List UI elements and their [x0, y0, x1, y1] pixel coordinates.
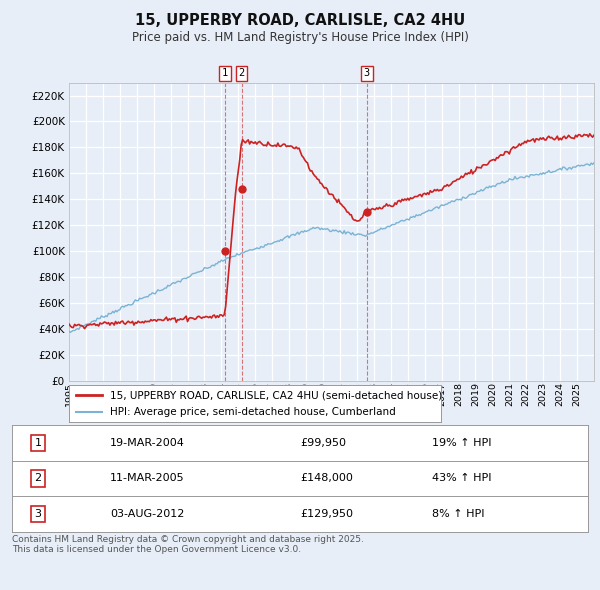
Text: 1: 1	[34, 438, 41, 448]
Text: 3: 3	[34, 509, 41, 519]
Text: £129,950: £129,950	[300, 509, 353, 519]
Text: 15, UPPERBY ROAD, CARLISLE, CA2 4HU: 15, UPPERBY ROAD, CARLISLE, CA2 4HU	[135, 13, 465, 28]
Text: 8% ↑ HPI: 8% ↑ HPI	[433, 509, 485, 519]
Text: £99,950: £99,950	[300, 438, 346, 448]
Text: Contains HM Land Registry data © Crown copyright and database right 2025.
This d: Contains HM Land Registry data © Crown c…	[12, 535, 364, 554]
Text: 15, UPPERBY ROAD, CARLISLE, CA2 4HU (semi-detached house): 15, UPPERBY ROAD, CARLISLE, CA2 4HU (sem…	[110, 390, 442, 400]
Text: £148,000: £148,000	[300, 474, 353, 483]
Text: 2: 2	[34, 474, 41, 483]
Text: 11-MAR-2005: 11-MAR-2005	[110, 474, 185, 483]
Text: 43% ↑ HPI: 43% ↑ HPI	[433, 474, 492, 483]
Text: 19-MAR-2004: 19-MAR-2004	[110, 438, 185, 448]
Text: 1: 1	[222, 68, 228, 78]
Text: Price paid vs. HM Land Registry's House Price Index (HPI): Price paid vs. HM Land Registry's House …	[131, 31, 469, 44]
Text: HPI: Average price, semi-detached house, Cumberland: HPI: Average price, semi-detached house,…	[110, 407, 395, 417]
Text: 19% ↑ HPI: 19% ↑ HPI	[433, 438, 492, 448]
Text: 2: 2	[238, 68, 245, 78]
Text: 03-AUG-2012: 03-AUG-2012	[110, 509, 184, 519]
Text: 3: 3	[364, 68, 370, 78]
